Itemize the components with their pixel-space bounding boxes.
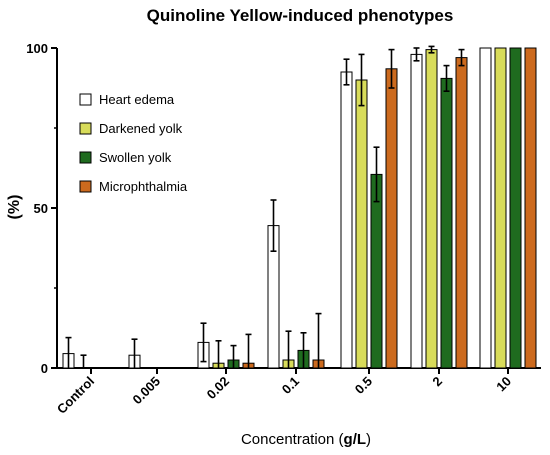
x-tick-label: 0.02 — [204, 374, 233, 403]
x-axis-label-prefix: Concentration ( — [241, 431, 344, 448]
bar-darkened-yolk — [494, 47, 507, 369]
legend-swatch — [79, 180, 92, 193]
bar-heart-edema — [340, 71, 353, 369]
x-axis-label: Concentration (g/L) — [241, 431, 371, 448]
legend: Heart edema Darkened yolk Swollen yolk Micr… — [79, 92, 188, 194]
y-tick-label: 50 — [34, 201, 48, 216]
x-axis-label-suffix: ) — [366, 431, 371, 448]
bar-heart-edema — [479, 47, 492, 369]
legend-swatch — [79, 122, 92, 135]
chart-title: Quinoline Yellow-induced phenotypes — [147, 6, 454, 25]
x-tick-label: 10 — [493, 374, 514, 395]
legend-label: Microphthalmia — [99, 179, 188, 194]
bar-microphthalmia — [385, 68, 398, 369]
bar-swollen-yolk — [370, 173, 383, 369]
y-tick-label: 0 — [41, 361, 48, 376]
bar-darkened-yolk — [425, 49, 438, 369]
y-tick-label: 100 — [26, 41, 48, 56]
x-tick-label: 0.005 — [130, 374, 164, 408]
legend-label: Swollen yolk — [99, 150, 172, 165]
bar-microphthalmia — [524, 47, 537, 369]
bar-swollen-yolk — [440, 77, 453, 369]
x-axis-label-unit: g/L — [344, 431, 367, 448]
x-tick-label: 0.1 — [279, 374, 302, 397]
bar-microphthalmia — [455, 57, 468, 369]
x-axis: Control 0.005 0.02 0.1 0.5 2 10 — [54, 367, 541, 417]
x-tick-label: 2 — [429, 374, 445, 390]
bar-heart-edema — [410, 53, 423, 369]
bars — [62, 45, 537, 369]
y-axis: 0 50 100 — [26, 41, 58, 376]
legend-label: Heart edema — [99, 92, 175, 107]
bar-darkened-yolk — [355, 79, 368, 369]
legend-swatch — [79, 151, 92, 164]
x-tick-label: 0.5 — [352, 374, 375, 397]
legend-label: Darkened yolk — [99, 121, 183, 136]
bar-swollen-yolk — [509, 47, 522, 369]
x-tick-label: Control — [54, 374, 97, 417]
y-axis-label: (%) — [6, 195, 23, 220]
legend-swatch — [79, 93, 92, 106]
